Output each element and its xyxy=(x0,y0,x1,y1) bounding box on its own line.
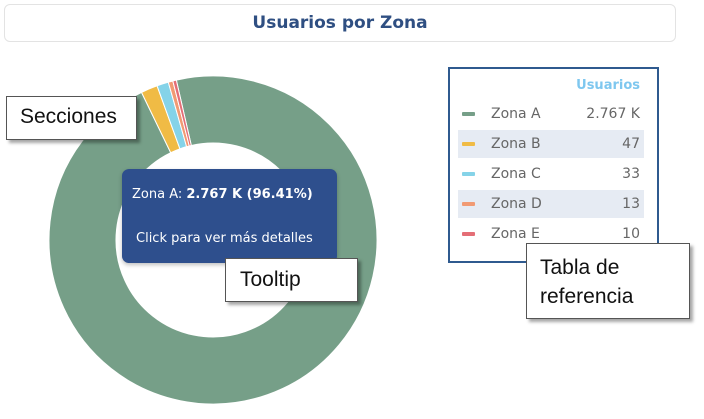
chart-tooltip: Zona A: 2.767 K (96.41%) Click para ver … xyxy=(122,169,337,263)
chart-title-bar: Usuarios por Zona xyxy=(4,4,676,42)
legend-row-zona-d[interactable]: Zona D 13 xyxy=(458,190,644,218)
chart-title: Usuarios por Zona xyxy=(252,13,428,33)
legend-label: Zona B xyxy=(491,136,541,152)
tooltip-action-link[interactable]: Click para ver más detalles xyxy=(136,231,313,246)
legend-swatch xyxy=(462,232,475,236)
callout-tabla-referencia: Tabla de referencia xyxy=(526,243,690,319)
legend-value: 10 xyxy=(622,226,640,242)
callout-secciones-text: Secciones xyxy=(20,105,117,128)
donut-slice-zona-e[interactable] xyxy=(172,79,192,147)
legend-table: Usuarios Zona A 2.767 K Zona B 47 Zona C 33 Zo… xyxy=(448,67,659,263)
legend-swatch xyxy=(462,202,475,206)
legend-label: Zona D xyxy=(491,196,542,212)
legend-value: 2.767 K xyxy=(586,106,640,122)
legend-value: 13 xyxy=(622,196,640,212)
legend-swatch xyxy=(462,142,475,146)
callout-secciones: Secciones xyxy=(6,96,137,140)
callout-tooltip-text: Tooltip xyxy=(240,268,301,291)
callout-tabla-line1: Tabla de xyxy=(540,256,620,279)
legend-header: Usuarios xyxy=(576,78,640,93)
legend-label: Zona E xyxy=(491,226,540,242)
legend-row-zona-c[interactable]: Zona C 33 xyxy=(458,160,644,188)
legend-row-zona-b[interactable]: Zona B 47 xyxy=(458,130,644,158)
callout-tooltip: Tooltip xyxy=(225,258,358,302)
legend-row-zona-e[interactable]: Zona E 10 xyxy=(458,220,644,248)
tooltip-value: 2.767 K (96.41%) xyxy=(186,187,313,202)
legend-swatch xyxy=(462,112,475,116)
legend-label: Zona C xyxy=(491,166,541,182)
callout-tabla-line2: referencia xyxy=(540,285,634,308)
legend-label: Zona A xyxy=(491,106,541,122)
legend-value: 33 xyxy=(622,166,640,182)
legend-swatch xyxy=(462,172,475,176)
legend-row-zona-a[interactable]: Zona A 2.767 K xyxy=(458,100,644,128)
tooltip-label: Zona A xyxy=(132,187,178,202)
legend-value: 47 xyxy=(622,136,640,152)
